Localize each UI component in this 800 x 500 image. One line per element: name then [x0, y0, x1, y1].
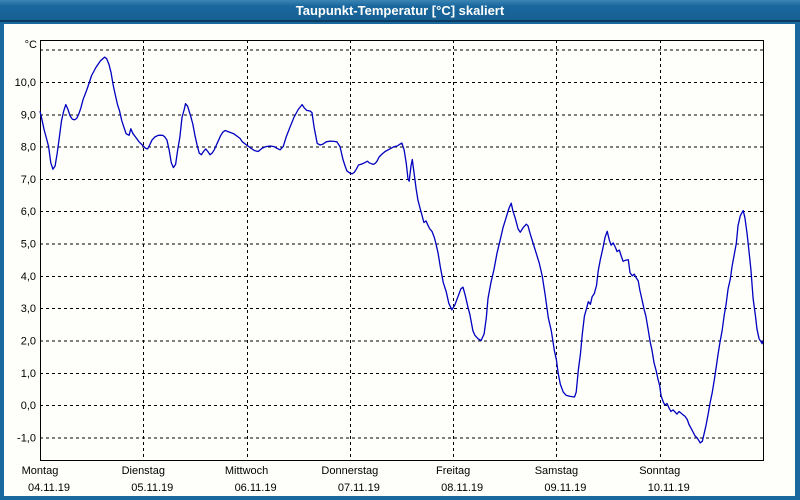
- dewpoint-chart: °C 10,0 9,0 8,0 7,0 6,0 5,0 4,0 3,0 2,0 1,0 0,0 -1,0…: [15, 39, 764, 494]
- y-tick-label: -1,0: [17, 432, 36, 444]
- y-tick-label: 0,0: [21, 400, 36, 412]
- plot-border: [40, 40, 764, 461]
- x-day-label: Donnerstag: [321, 465, 378, 477]
- y-tick-label: 1,0: [21, 368, 36, 380]
- y-tick-label: 10,0: [15, 77, 36, 89]
- gridlines: [40, 40, 763, 460]
- chart-area: °C 10,0 9,0 8,0 7,0 6,0 5,0 4,0 3,0 2,0 1,0 0,0 -1,0…: [4, 24, 795, 496]
- temperature-line: [39, 56, 764, 444]
- x-date-label: 09.11.19: [544, 482, 586, 494]
- x-date-label: 04.11.19: [28, 482, 70, 494]
- x-date-label: 06.11.19: [235, 482, 277, 494]
- x-day-label: Dienstag: [122, 465, 165, 477]
- y-tick-label: 3,0: [21, 303, 36, 315]
- x-day-label: Freitag: [436, 465, 470, 477]
- y-tick-label: 6,0: [21, 206, 36, 218]
- plot-border-rect: [40, 40, 764, 461]
- window-title: Taupunkt-Temperatur [°C] skaliert: [295, 3, 505, 18]
- y-axis-unit: °C: [25, 39, 37, 51]
- y-tick-label: 7,0: [21, 174, 36, 186]
- y-tick-label: 9,0: [21, 109, 36, 121]
- y-tick-label: 5,0: [21, 239, 36, 251]
- x-date-label: 07.11.19: [338, 482, 380, 494]
- window-titlebar: Taupunkt-Temperatur [°C] skaliert: [0, 0, 800, 22]
- x-date-label: 05.11.19: [131, 482, 173, 494]
- x-date-label: 08.11.19: [441, 482, 483, 494]
- y-axis-labels: °C 10,0 9,0 8,0 7,0 6,0 5,0 4,0 3,0 2,0 1,0 0,0 -1,0: [15, 39, 37, 444]
- x-day-label: Mittwoch: [225, 465, 268, 477]
- series-line: [39, 56, 764, 444]
- x-day-label: Montag: [22, 465, 59, 477]
- x-day-label: Sonntag: [639, 465, 680, 477]
- y-tick-label: 2,0: [21, 335, 36, 347]
- y-tick-label: 4,0: [21, 271, 36, 283]
- x-date-label: 10.11.19: [648, 482, 690, 494]
- y-tick-label: 8,0: [21, 142, 36, 154]
- x-day-label: Samstag: [535, 465, 578, 477]
- x-axis-labels: Montag 04.11.19 Dienstag 05.11.19 Mittwoch 06…: [22, 465, 690, 494]
